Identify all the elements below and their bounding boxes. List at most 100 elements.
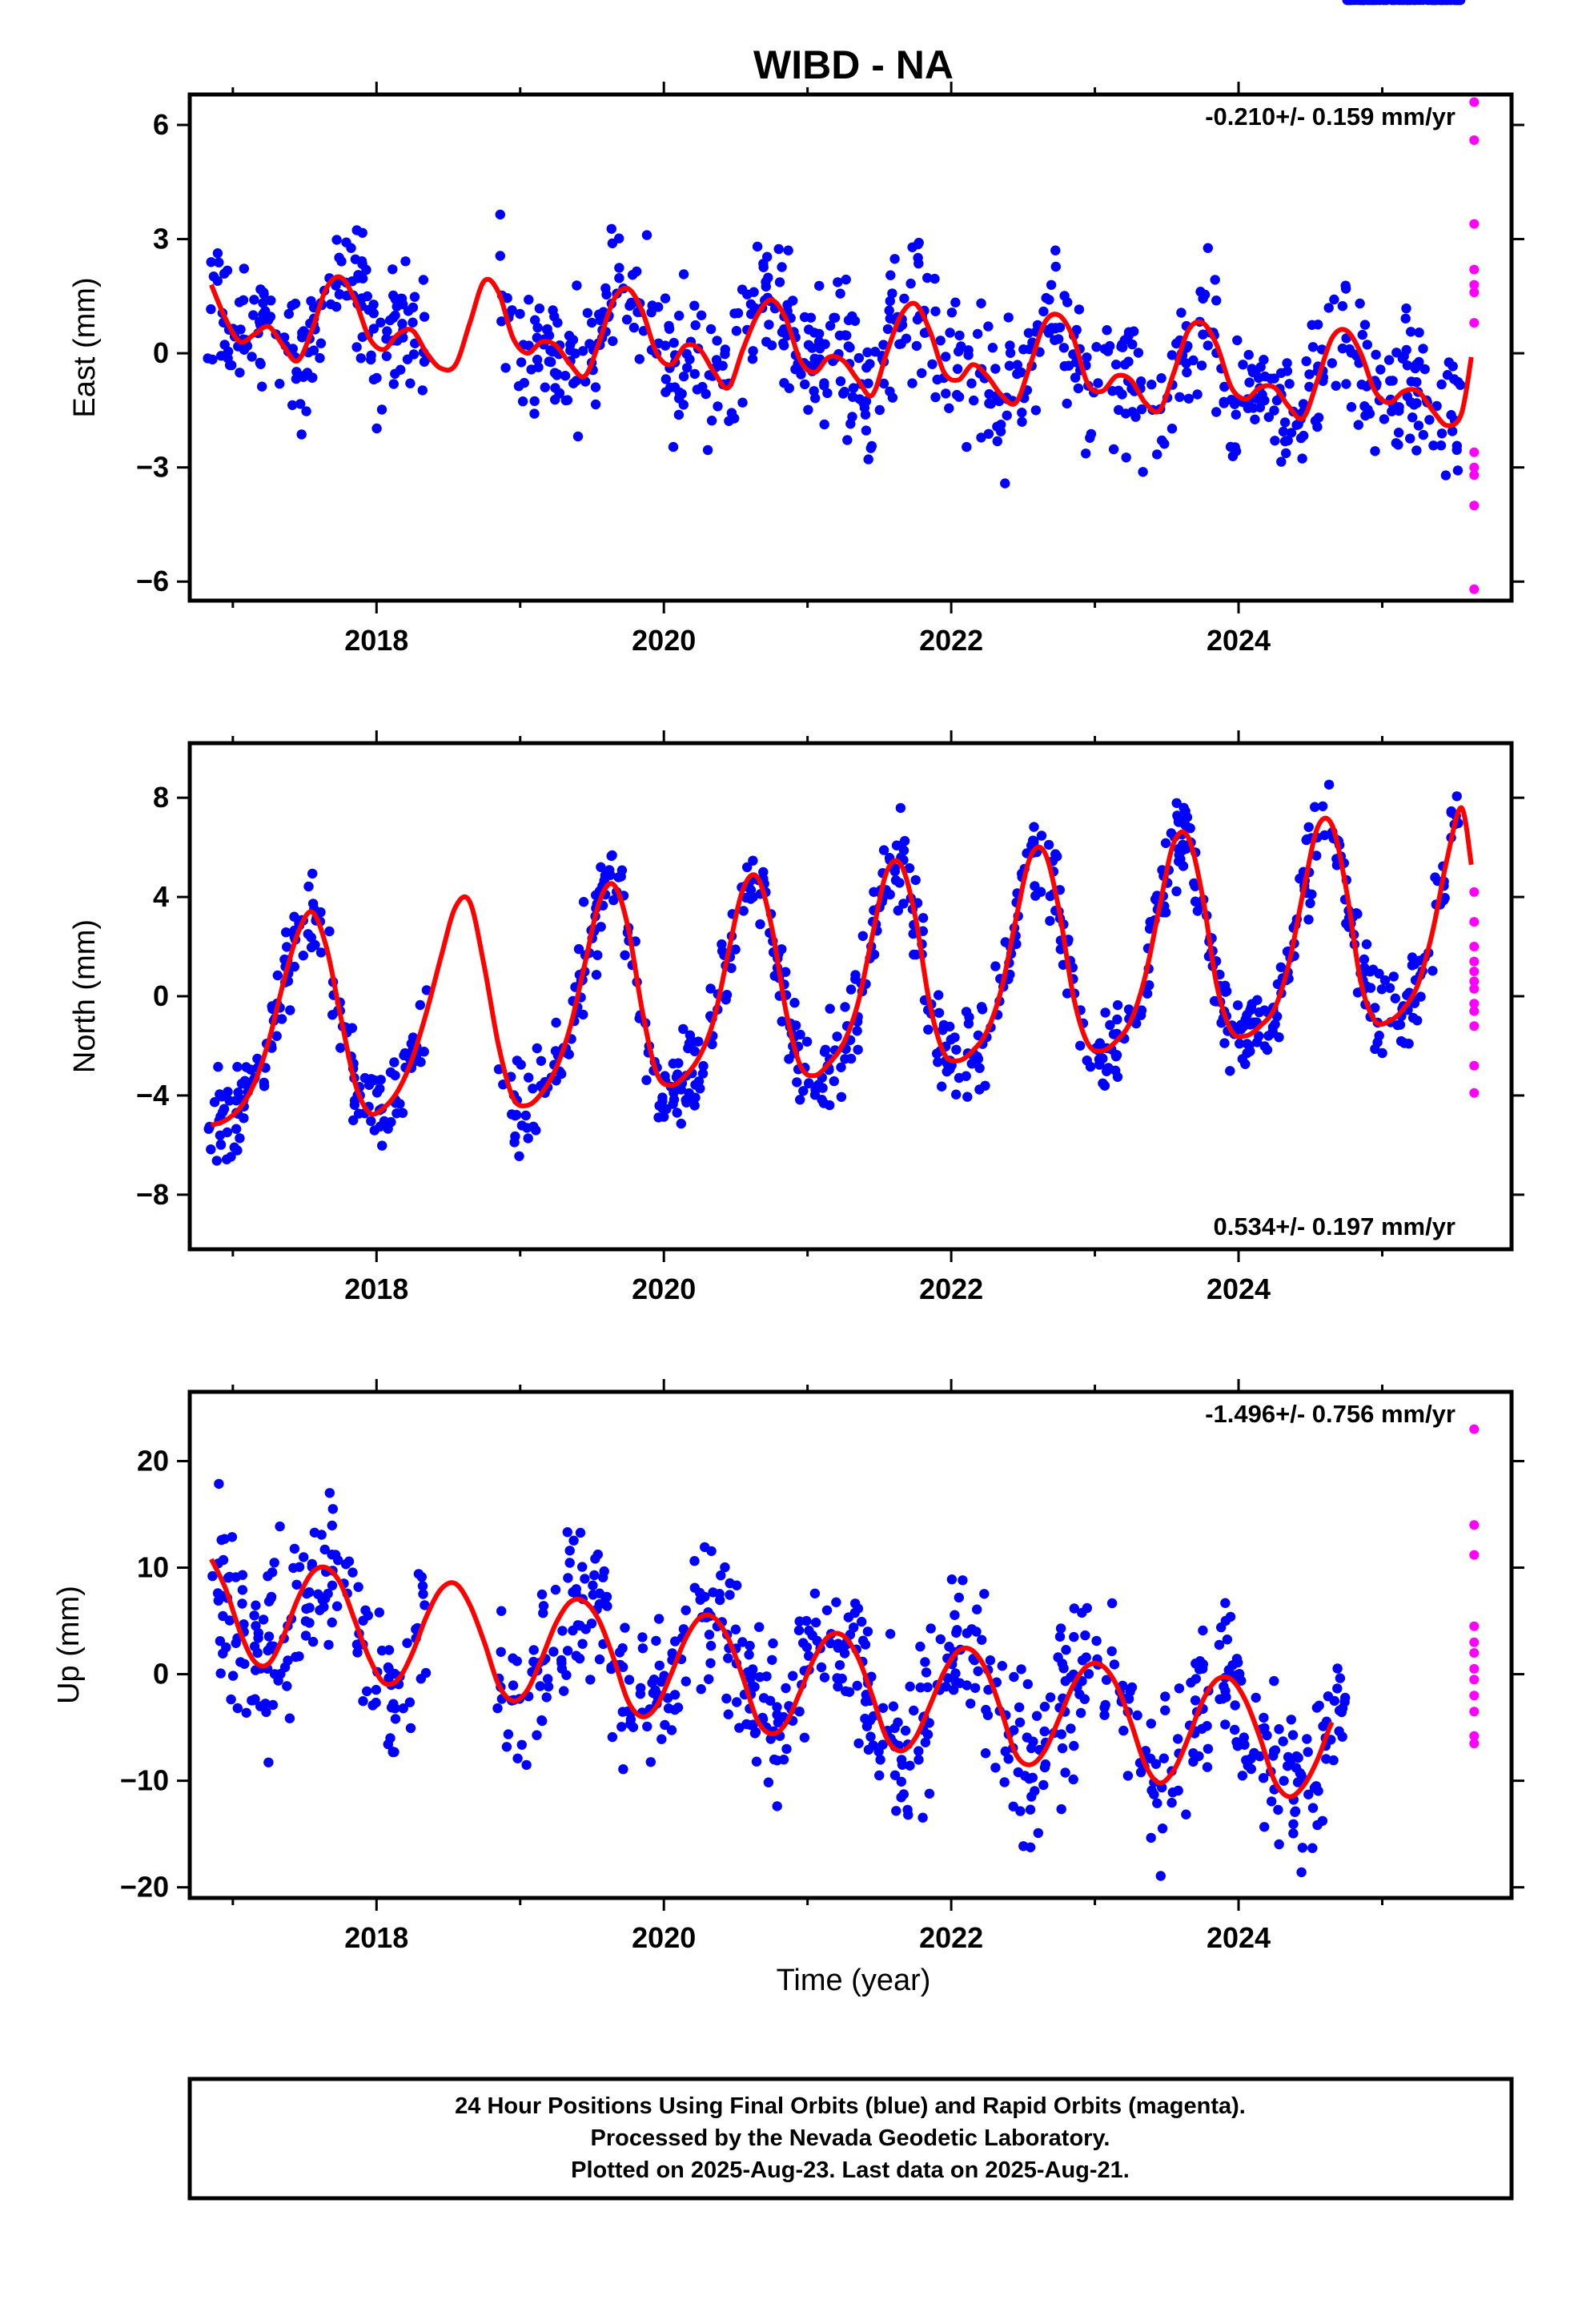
east-rapid-point — [1469, 462, 1480, 472]
up-final-point — [1150, 1759, 1162, 1769]
up-final-point — [508, 1653, 518, 1663]
east-final-point — [532, 354, 543, 365]
north-final-point — [209, 1097, 220, 1108]
east-final-point — [954, 346, 964, 357]
east-final-point — [614, 233, 624, 243]
north-final-point — [942, 1066, 952, 1077]
up-final-point — [620, 1622, 630, 1633]
north-final-point — [1274, 1032, 1284, 1043]
east-final-point — [1283, 435, 1293, 446]
up-final-point — [503, 1729, 514, 1739]
east-final-point — [717, 360, 728, 371]
up-final-point — [915, 1641, 926, 1652]
up-final-point — [888, 1701, 899, 1711]
north-final-point — [215, 1130, 226, 1141]
up-final-point — [1198, 1659, 1209, 1670]
up-final-point — [1216, 1622, 1227, 1633]
up-final-point — [559, 1686, 569, 1696]
north-x-tick-label: 2022 — [919, 1273, 983, 1305]
up-rapid-point — [1469, 1424, 1480, 1434]
up-final-point — [849, 1622, 859, 1633]
north-final-point — [252, 1053, 263, 1064]
east-final-point — [1455, 380, 1466, 390]
north-final-point — [1452, 791, 1462, 802]
up-final-point — [659, 1671, 669, 1681]
east-final-point — [408, 317, 418, 328]
up-final-point — [821, 1605, 833, 1616]
east-final-point — [608, 336, 618, 347]
north-final-point — [1240, 1059, 1251, 1069]
north-final-point — [836, 1092, 847, 1103]
east-final-point — [249, 295, 259, 305]
east-final-point — [1357, 329, 1368, 340]
east-final-point — [1428, 440, 1439, 451]
east-final-point — [1136, 404, 1147, 415]
up-final-point — [1157, 1823, 1168, 1834]
up-final-point — [852, 1680, 862, 1691]
north-final-point — [1305, 898, 1315, 909]
east-final-point — [376, 404, 387, 415]
up-final-point — [935, 1634, 946, 1645]
up-final-point — [1038, 1779, 1049, 1791]
east-final-point — [257, 381, 267, 392]
east-final-point — [1107, 386, 1118, 396]
north-final-point — [419, 1047, 429, 1057]
east-final-point — [400, 256, 411, 267]
east-final-point — [1002, 410, 1012, 420]
east-final-point — [419, 312, 430, 322]
up-final-point — [637, 1632, 648, 1642]
east-final-point — [1397, 353, 1408, 364]
east-final-point — [1176, 308, 1186, 318]
east-final-point — [1119, 335, 1130, 345]
north-final-point — [218, 1107, 228, 1117]
north-final-point — [641, 1075, 652, 1085]
east-x-tick-label: 2018 — [344, 624, 408, 657]
north-final-point — [1045, 891, 1056, 902]
north-final-point — [578, 1009, 588, 1020]
up-final-point — [607, 1731, 618, 1743]
north-final-point — [974, 1063, 985, 1073]
east-final-point — [1440, 470, 1452, 480]
east-final-point — [552, 369, 563, 380]
up-final-point — [251, 1600, 261, 1610]
east-final-point — [1269, 405, 1279, 416]
up-final-point — [267, 1699, 279, 1711]
east-y-tick-label: 6 — [153, 108, 169, 141]
north-final-point — [1376, 984, 1387, 995]
east-final-point — [235, 368, 245, 378]
north-final-point — [1105, 1019, 1115, 1031]
north-final-point — [917, 913, 929, 923]
up-final-point — [224, 1615, 235, 1626]
north-final-point — [1323, 779, 1335, 790]
east-final-point — [669, 382, 681, 392]
north-final-point — [1263, 1031, 1274, 1041]
north-final-point — [1232, 1000, 1243, 1011]
east-final-point — [861, 362, 872, 373]
north-final-point — [672, 1108, 682, 1118]
up-final-point — [781, 1743, 792, 1755]
up-final-point — [946, 1574, 958, 1585]
north-final-point — [400, 1047, 410, 1059]
east-final-point — [1219, 381, 1230, 392]
up-final-point — [216, 1590, 227, 1601]
east-final-point — [325, 299, 336, 310]
up-final-point — [667, 1648, 677, 1659]
up-final-point — [1000, 1746, 1011, 1757]
north-x-tick-label: 2020 — [632, 1273, 696, 1305]
east-final-point — [833, 277, 843, 287]
east-final-point — [206, 257, 216, 267]
up-final-points — [207, 0, 1466, 1881]
east-final-point — [1231, 409, 1242, 420]
up-final-point — [1321, 1754, 1331, 1764]
east-final-point — [747, 354, 758, 364]
north-final-point — [282, 942, 292, 952]
up-final-point — [541, 1692, 552, 1703]
north-final-point — [239, 1076, 251, 1086]
up-final-point — [556, 1663, 568, 1674]
north-final-point — [1045, 915, 1055, 927]
up-final-point — [324, 1488, 335, 1498]
north-final-point — [904, 862, 915, 874]
up-final-point — [751, 1756, 762, 1767]
up-final-point — [1039, 1701, 1050, 1712]
north-final-point — [705, 983, 716, 994]
